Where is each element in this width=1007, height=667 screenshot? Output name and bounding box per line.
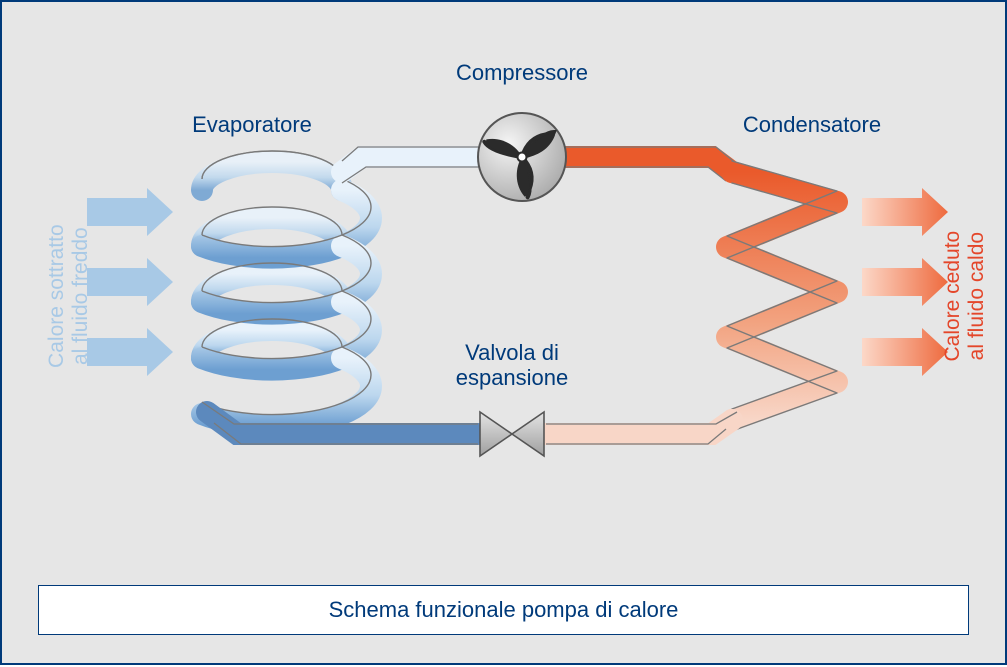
bottom-pipe [202,402,737,444]
expansion-valve-icon [480,412,544,456]
compressor-label: Compressore [422,60,622,85]
condenser-coil [727,161,837,431]
heat-pump-diagram [2,2,1007,667]
cold-flow-arrows [87,188,173,376]
cold-side-label: Calore sottratto al fluido freddo [45,181,93,411]
condenser-label: Condensatore [702,112,922,137]
compressor-icon [478,113,566,201]
hot-side-label: Calore ceduto al fluido caldo [941,181,989,411]
hot-flow-arrows [862,188,948,376]
evaporator-coil [202,151,371,426]
evaporator-label: Evaporatore [152,112,352,137]
caption-text: Schema funzionale pompa di calore [329,597,679,623]
diagram-frame: Compressore Evaporatore Condensatore Val… [0,0,1007,665]
caption-bar: Schema funzionale pompa di calore [38,585,969,635]
expansion-valve-label: Valvola di espansione [432,340,592,391]
